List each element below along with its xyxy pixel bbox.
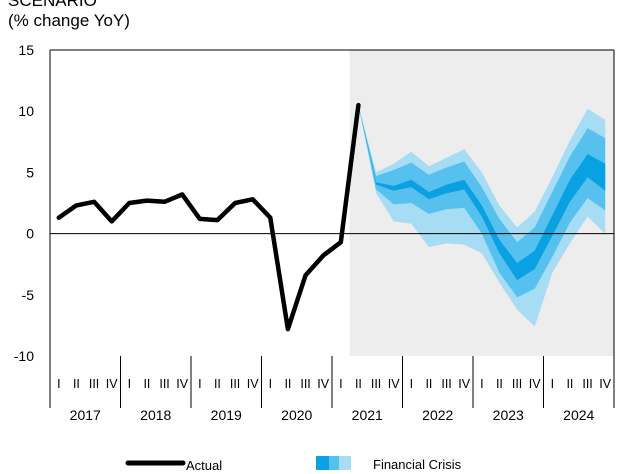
year-label: 2019 [211, 407, 242, 423]
quarter-label: I [57, 377, 60, 391]
y-tick-label: 10 [18, 103, 34, 119]
y-tick-label: -5 [22, 287, 35, 303]
quarter-label: I [480, 377, 483, 391]
quarter-label: I [198, 377, 201, 391]
quarter-label: III [512, 377, 522, 391]
quarter-label: IV [388, 377, 400, 391]
legend-swatch-fan-middle [329, 456, 339, 470]
quarter-label: IV [529, 377, 541, 391]
quarter-label: II [425, 377, 432, 391]
chart-title: SCENARIO [8, 0, 97, 10]
quarter-label: II [214, 377, 221, 391]
quarter-label: II [496, 377, 503, 391]
quarter-label: III [371, 377, 381, 391]
quarter-label: III [230, 377, 240, 391]
legend-label-actual: Actual [186, 458, 222, 473]
year-label: 2020 [281, 407, 312, 423]
quarter-label: II [284, 377, 291, 391]
quarter-label: II [143, 377, 150, 391]
quarter-label: I [269, 377, 272, 391]
legend-label-financial-crisis: Financial Crisis [373, 457, 462, 472]
year-label: 2018 [140, 407, 171, 423]
legend-swatch-fan-inner [316, 456, 329, 470]
year-label: 2021 [352, 407, 383, 423]
year-label: 2017 [70, 407, 101, 423]
quarter-label: I [551, 377, 554, 391]
quarter-label: II [73, 377, 80, 391]
quarter-label: IV [317, 377, 329, 391]
series-line-actual [56, 102, 361, 332]
chart-subtitle: (% change YoY) [8, 11, 130, 30]
y-tick-label: 15 [18, 42, 34, 58]
quarter-label: IV [599, 377, 611, 391]
legend-swatch-fan-outer [339, 456, 351, 470]
year-label: 2023 [493, 407, 524, 423]
quarter-label: I [128, 377, 131, 391]
fan-band-inner [358, 105, 606, 281]
quarter-label: I [410, 377, 413, 391]
quarter-label: III [441, 377, 451, 391]
y-tick-label: 0 [26, 226, 34, 242]
quarter-label: III [582, 377, 592, 391]
quarter-label: IV [106, 377, 118, 391]
quarter-label: IV [176, 377, 188, 391]
quarter-label: II [566, 377, 573, 391]
year-label: 2022 [422, 407, 453, 423]
quarter-label: II [355, 377, 362, 391]
y-tick-label: -10 [14, 348, 34, 364]
quarter-label: III [300, 377, 310, 391]
year-label: 2024 [563, 407, 594, 423]
quarter-label: III [89, 377, 99, 391]
quarter-label: I [339, 377, 342, 391]
quarter-label: III [159, 377, 169, 391]
y-tick-label: 5 [26, 164, 34, 180]
quarter-label: IV [247, 377, 259, 391]
quarter-label: IV [458, 377, 470, 391]
